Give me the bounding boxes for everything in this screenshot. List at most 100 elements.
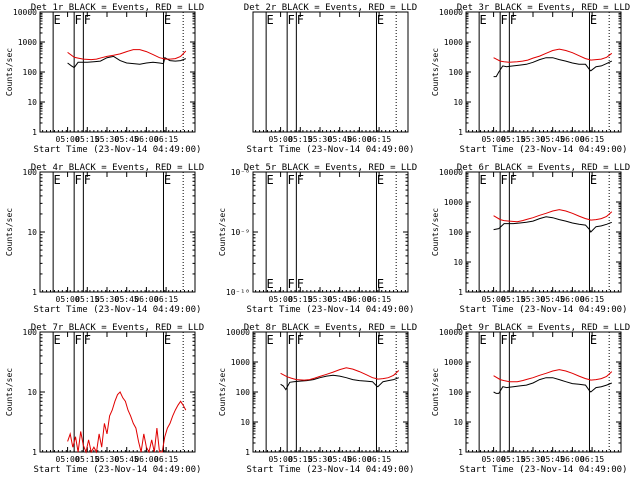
plot-frame [465, 331, 622, 453]
x-tick-label: 05:15 [288, 455, 312, 464]
chart-title: Det 3r BLACK = Events, RED = LLD [457, 3, 630, 13]
x-axis-label: Start Time (23-Nov-14 04:49:00) [460, 465, 628, 475]
y-tick-label: 1 [458, 448, 463, 457]
lld-series-line [493, 209, 613, 223]
marker-label: E [267, 173, 274, 187]
plot-frame [465, 171, 622, 293]
chart-title: Det 7r BLACK = Events, RED = LLD [31, 323, 204, 333]
marker-label: F [297, 277, 304, 291]
marker-label: E [590, 333, 597, 347]
x-tick-label: 05:00 [56, 295, 80, 304]
marker-label: E [480, 333, 487, 347]
marker-label: F [297, 173, 304, 187]
x-tick-label: 05:00 [269, 455, 293, 464]
y-tick-label: 10 [27, 98, 37, 107]
x-tick-label: 05:00 [482, 135, 506, 144]
chart-panel-7: Det 7r BLACK = Events, RED = LLD 1 10 100 Co… [5, 323, 204, 475]
y-tick-label: 100 [23, 68, 38, 77]
y-tick-label: 1 [458, 288, 463, 297]
y-tick-label: 10000 [439, 168, 463, 177]
x-tick-label: 05:30 [308, 295, 332, 304]
x-tick-label: 05:45 [328, 455, 352, 464]
x-tick-label: 06:15 [580, 295, 604, 304]
marker-label: F [288, 277, 295, 291]
x-tick-label: 05:30 [95, 295, 119, 304]
chart-panel-3: Det 3r BLACK = Events, RED = LLD 1 10 100 10… [431, 3, 630, 155]
y-axis-label: Counts/sec [218, 368, 227, 416]
y-tick-label: 10000 [13, 8, 37, 17]
y-tick-label: 10 [27, 228, 37, 237]
x-tick-label: 05:45 [541, 295, 565, 304]
marker-label: E [164, 13, 171, 27]
y-tick-label: 1000 [18, 38, 37, 47]
x-axis-label: Start Time (23-Nov-14 04:49:00) [247, 305, 415, 315]
marker-label: E [590, 13, 597, 27]
x-tick-label: 05:45 [541, 455, 565, 464]
marker-label: F [84, 173, 91, 187]
x-tick-label: 05:00 [482, 295, 506, 304]
x-tick-label: 06:15 [367, 455, 391, 464]
x-axis-label: Start Time (23-Nov-14 04:49:00) [247, 465, 415, 475]
x-tick-label: 05:15 [75, 295, 99, 304]
y-tick-label: 10000 [439, 8, 463, 17]
marker-label: F [75, 173, 82, 187]
chart-panel-8: Det 8r BLACK = Events, RED = LLD 1 10 100 10… [218, 323, 417, 475]
marker-label: F [288, 13, 295, 27]
x-tick-label: 06:00 [560, 135, 584, 144]
x-tick-label: 06:00 [560, 295, 584, 304]
x-tick-label: 06:15 [580, 135, 604, 144]
marker-label: E [54, 333, 61, 347]
y-tick-label: 1 [32, 448, 37, 457]
lld-series-line [67, 391, 187, 454]
x-tick-label: 05:15 [288, 295, 312, 304]
marker-label: E [480, 13, 487, 27]
chart-panel-2: Det 2r BLACK = Events, RED = LLD 05:00 05:… [244, 3, 417, 155]
y-tick-label: 100 [23, 168, 38, 177]
marker-label: E [267, 333, 274, 347]
marker-label: F [510, 333, 517, 347]
plot-frame [39, 331, 196, 453]
events-series-line [493, 377, 612, 394]
x-axis-label: Start Time (23-Nov-14 04:49:00) [34, 145, 202, 155]
x-tick-label: 06:00 [134, 135, 158, 144]
x-tick-label: 06:00 [347, 455, 371, 464]
x-tick-label: 05:00 [482, 455, 506, 464]
lld-series-line [280, 367, 400, 381]
plot-frame [465, 11, 622, 133]
plot-frame [39, 171, 196, 293]
marker-label: F [288, 333, 295, 347]
y-tick-label: 10 [453, 258, 463, 267]
y-tick-label: 100 [449, 388, 464, 397]
marker-label: F [501, 173, 508, 187]
lld-series-line [493, 48, 613, 63]
x-axis-label: Start Time (23-Nov-14 04:49:00) [247, 145, 415, 155]
y-tick-label: 10 [453, 418, 463, 427]
events-series-line [493, 216, 612, 233]
x-tick-label: 05:30 [95, 455, 119, 464]
marker-label: E [377, 333, 384, 347]
x-tick-label: 05:00 [56, 455, 80, 464]
chart-title: Det 2r BLACK = Events, RED = LLD [244, 3, 417, 13]
plot-frame [252, 171, 409, 293]
x-tick-label: 05:15 [75, 455, 99, 464]
x-tick-label: 05:30 [95, 135, 119, 144]
x-tick-label: 05:00 [56, 135, 80, 144]
x-tick-label: 06:15 [154, 295, 178, 304]
x-tick-label: 06:00 [134, 455, 158, 464]
y-axis-label: Counts/sec [5, 48, 14, 96]
marker-label: E [164, 173, 171, 187]
y-tick-label: 10⁻⁸ [231, 168, 250, 177]
events-series-line [67, 55, 186, 69]
marker-label: E [377, 173, 384, 187]
chart-title: Det 8r BLACK = Events, RED = LLD [244, 323, 417, 333]
x-tick-label: 05:45 [115, 135, 139, 144]
x-tick-label: 05:45 [328, 135, 352, 144]
x-tick-label: 05:00 [269, 135, 293, 144]
marker-label: F [510, 13, 517, 27]
x-tick-label: 05:15 [501, 295, 525, 304]
chart-title: Det 6r BLACK = Events, RED = LLD [457, 163, 630, 173]
y-tick-label: 1000 [444, 38, 463, 47]
x-tick-label: 05:30 [308, 455, 332, 464]
x-tick-label: 06:00 [134, 295, 158, 304]
